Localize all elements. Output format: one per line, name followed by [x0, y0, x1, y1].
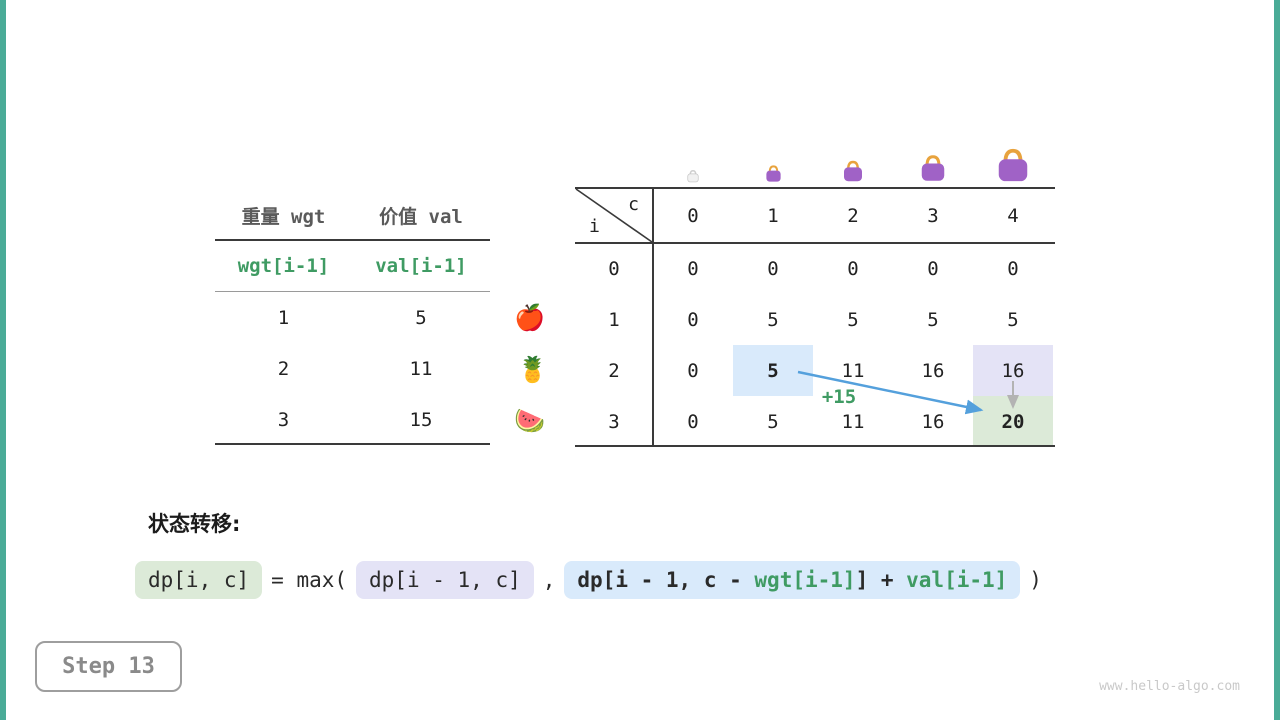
dp-cell-2-1-source: 5: [733, 345, 813, 396]
item-val-2: 11: [409, 357, 433, 380]
site-watermark: www.hello-algo.com: [1099, 679, 1240, 694]
right-accent-bar: [1274, 0, 1280, 720]
dp-cell-2-4-source: 16: [973, 345, 1053, 396]
item-wgt-2: 2: [277, 357, 290, 380]
item-table-header-rule: [215, 239, 490, 241]
plus-value-annotation: +15: [821, 386, 857, 408]
formula-arg2: dp[i - 1, c - wgt[i-1]] + val[i-1]: [564, 561, 1021, 599]
bag-icon-capacity-4: [998, 148, 1028, 182]
item-table-header-weight: 重量 wgt: [241, 205, 326, 228]
bag-icon-capacity-3: [921, 155, 945, 181]
dp-col-header-1: 1: [767, 204, 779, 227]
item-val-3: 15: [409, 408, 433, 431]
dp-cell-3-4-target: 20: [973, 396, 1053, 447]
item-table-bottom-rule: [215, 443, 490, 445]
bag-icon-capacity-0: [687, 170, 699, 183]
formula-comma: ,: [542, 568, 556, 592]
formula-equals-max: = max(: [271, 568, 348, 592]
pineapple-icon: 🍍: [517, 355, 549, 384]
dp-cell-1-1: 5: [767, 308, 779, 331]
dp-table-top-rule: [575, 187, 1055, 189]
corner-diagonal-line: [575, 188, 653, 243]
item-table-formula-val: val[i-1]: [375, 255, 467, 277]
item-wgt-1: 1: [277, 306, 290, 329]
bag-icon-capacity-2: [844, 160, 862, 182]
dp-corner-i-label: i: [589, 216, 600, 237]
dp-cell-1-0: 0: [687, 308, 699, 331]
dp-col-header-3: 3: [927, 204, 939, 227]
dp-cell-1-2: 5: [847, 308, 859, 331]
dp-corner-c-label: c: [628, 194, 639, 215]
dp-col-header-0: 0: [687, 204, 699, 227]
state-transition-formula: dp[i, c] = max( dp[i - 1, c] , dp[i - 1,…: [135, 561, 1042, 599]
step-badge: Step 13: [35, 641, 182, 692]
item-table-header-value: 价值 val: [379, 205, 463, 228]
item-table: 重量 wgt 价值 val wgt[i-1] val[i-1] 1 5 2 11…: [215, 190, 490, 445]
dp-cell-3-0: 0: [687, 410, 699, 433]
dp-cell-0-1: 0: [767, 257, 779, 280]
bag-icon-capacity-1: [766, 165, 781, 182]
formula-arg2-wgt: wgt[i-1]: [754, 568, 856, 592]
dp-cell-0-2: 0: [847, 257, 859, 280]
dp-table-bottom-rule: [575, 445, 1055, 447]
item-wgt-3: 3: [277, 408, 290, 431]
item-val-1: 5: [415, 306, 427, 329]
watermelon-icon: 🍉: [514, 406, 546, 435]
dp-col-header-2: 2: [847, 204, 859, 227]
dp-table: c i 0 1 2 3 4 0 0 0 0 0 0 1 0 5 5 5 5 2 …: [575, 188, 1053, 447]
dp-corner-cell: c i: [575, 188, 653, 243]
dp-cell-0-0: 0: [687, 257, 699, 280]
dp-col-header-4: 4: [1007, 204, 1019, 227]
formula-lhs: dp[i, c]: [135, 561, 263, 599]
dp-cell-0-3: 0: [927, 257, 939, 280]
dp-cell-2-3: 16: [921, 359, 945, 382]
formula-arg2-mid: ] +: [855, 568, 907, 592]
dp-table-header-rule: [575, 242, 1055, 244]
dp-cell-1-4: 5: [1007, 308, 1019, 331]
left-accent-bar: [0, 0, 6, 720]
dp-row-header-3: 3: [608, 410, 620, 433]
dp-cell-3-3: 16: [921, 410, 945, 433]
dp-row-header-0: 0: [608, 257, 620, 280]
dp-cell-1-3: 5: [927, 308, 939, 331]
dp-row-header-1: 1: [608, 308, 620, 331]
formula-arg2-val: val[i-1]: [906, 568, 1008, 592]
formula-arg2-prefix: dp[i - 1, c -: [577, 568, 755, 592]
state-transition-label: 状态转移:: [148, 512, 241, 536]
dp-row-header-2: 2: [608, 359, 620, 382]
dp-cell-3-2: 11: [841, 410, 865, 433]
item-table-formula-rule: [215, 291, 490, 292]
apple-icon: 🍎: [514, 303, 546, 332]
formula-close-paren: ): [1029, 568, 1042, 592]
dp-table-vertical-rule: [652, 188, 654, 447]
dp-cell-3-1: 5: [767, 410, 779, 433]
formula-arg1: dp[i - 1, c]: [356, 561, 534, 599]
dp-cell-2-0: 0: [687, 359, 699, 382]
dp-cell-0-4: 0: [1007, 257, 1019, 280]
item-table-formula-wgt: wgt[i-1]: [237, 255, 330, 277]
